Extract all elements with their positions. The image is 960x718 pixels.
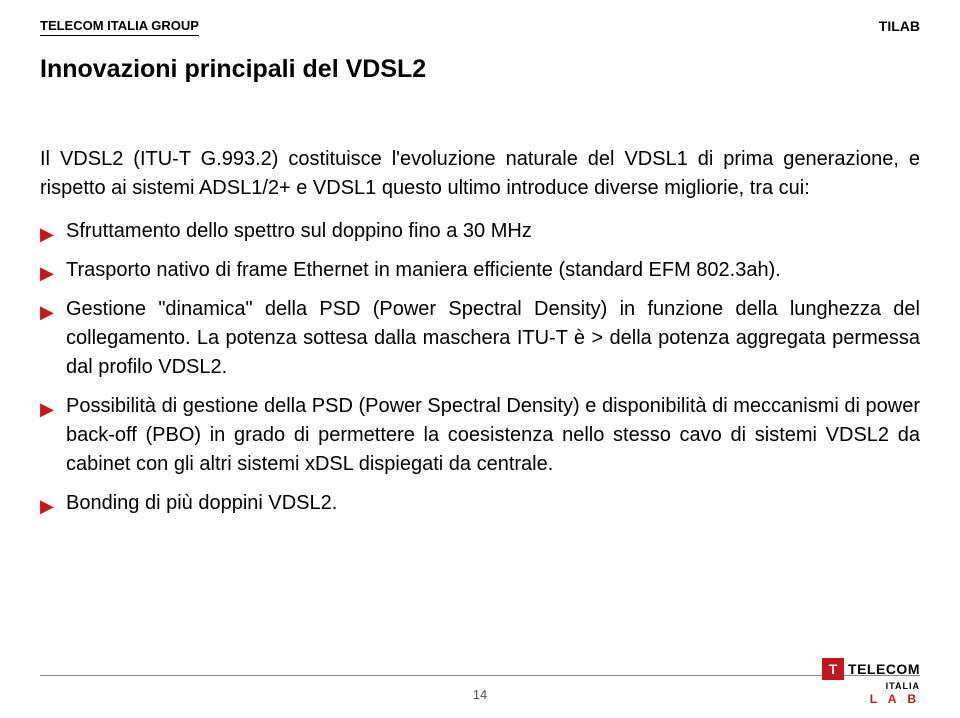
slide-content: Il VDSL2 (ITU-T G.993.2) costituisce l'e… <box>40 145 920 528</box>
bullet-icon: ▶ <box>40 493 54 519</box>
slide-title: Innovazioni principali del VDSL2 <box>40 55 426 84</box>
bullet-icon: ▶ <box>40 221 54 247</box>
bullet-text: Trasporto nativo di frame Ethernet in ma… <box>66 259 781 281</box>
list-item: ▶ Gestione "dinamica" della PSD (Power S… <box>66 295 920 382</box>
logo-country-text: ITALIA <box>822 681 920 691</box>
list-item: ▶ Sfruttamento dello spettro sul doppino… <box>66 217 920 246</box>
bullet-text: Gestione "dinamica" della PSD (Power Spe… <box>66 298 920 378</box>
company-group-label: TELECOM ITALIA GROUP <box>40 18 199 36</box>
list-item: ▶ Trasporto nativo di frame Ethernet in … <box>66 256 920 285</box>
logo-brand-text: TELECOM <box>848 661 920 677</box>
logo-symbol: T <box>822 658 844 680</box>
bullet-icon: ▶ <box>40 299 54 325</box>
page-number: 14 <box>473 687 487 702</box>
logo-lab-text: L A B <box>822 692 920 706</box>
footer-divider <box>40 675 920 676</box>
bullet-list: ▶ Sfruttamento dello spettro sul doppino… <box>40 217 920 518</box>
telecom-logo: T TELECOM ITALIA L A B <box>822 658 920 706</box>
bullet-text: Bonding di più doppini VDSL2. <box>66 492 337 514</box>
slide-header: TELECOM ITALIA GROUP TILAB <box>40 18 920 36</box>
bullet-text: Possibilità di gestione della PSD (Power… <box>66 395 920 475</box>
list-item: ▶ Bonding di più doppini VDSL2. <box>66 489 920 518</box>
intro-paragraph: Il VDSL2 (ITU-T G.993.2) costituisce l'e… <box>40 145 920 203</box>
lab-label: TILAB <box>879 18 920 34</box>
bullet-icon: ▶ <box>40 396 54 422</box>
logo-main-row: T TELECOM <box>822 658 920 680</box>
bullet-icon: ▶ <box>40 260 54 286</box>
list-item: ▶ Possibilità di gestione della PSD (Pow… <box>66 392 920 479</box>
bullet-text: Sfruttamento dello spettro sul doppino f… <box>66 220 532 242</box>
